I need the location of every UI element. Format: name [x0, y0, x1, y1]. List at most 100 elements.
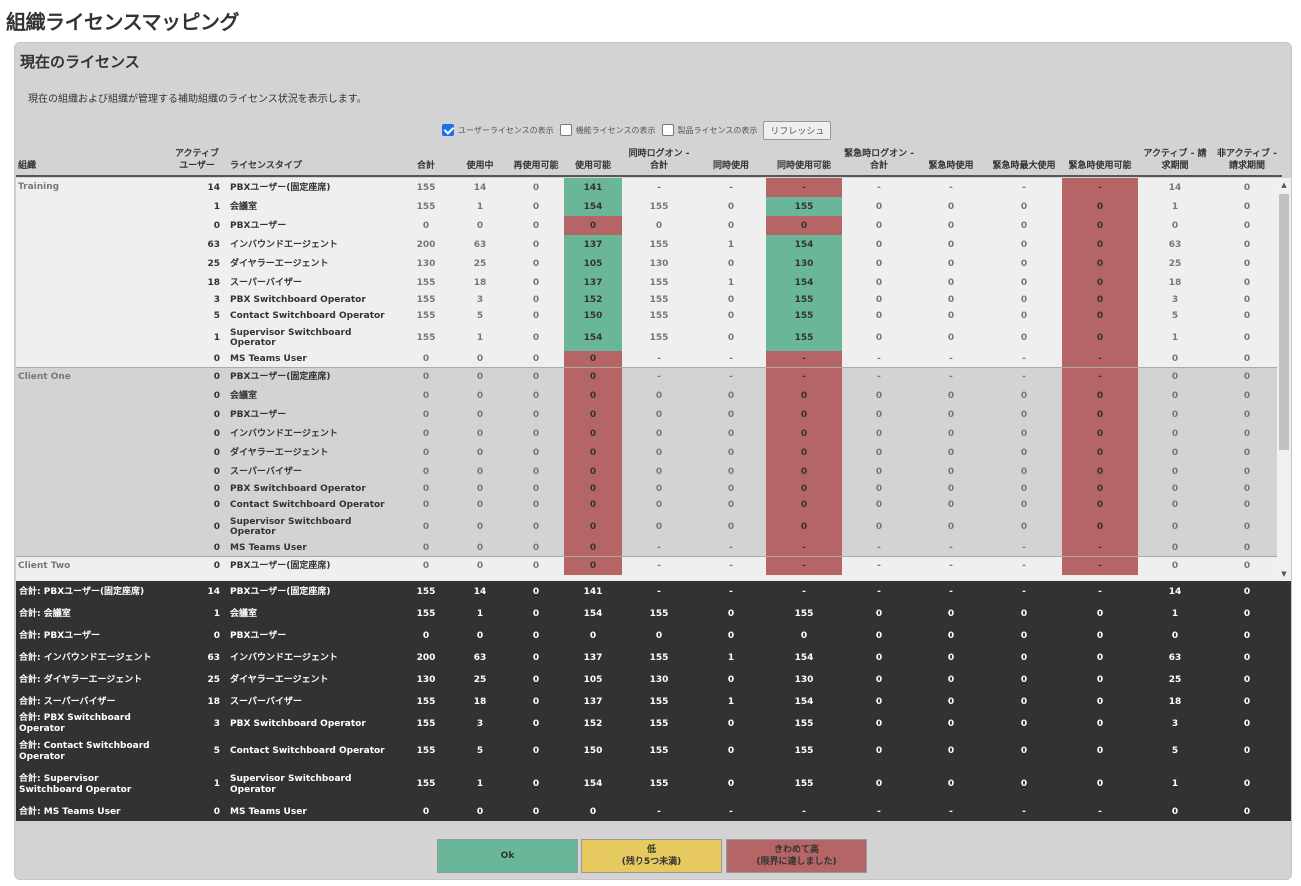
legend-critical-title: きわめて高 [773, 845, 819, 855]
table-row: 0 スーパーバイザー 0 0 0 0 0 0 0 0 0 0 0 0 0 [16, 462, 1278, 481]
em-avail-cell: - [1062, 555, 1138, 575]
org-cell [16, 292, 166, 308]
cl-avail-cell: 0 [766, 497, 842, 513]
cl-total-cell: - [622, 540, 696, 556]
refresh-button[interactable]: リフレッシュ [763, 120, 832, 140]
act-cell: 63 [1168, 652, 1182, 663]
cl-avail-cell: 0 [766, 513, 842, 540]
total-label: 合計: PBX Switchboard Operator [19, 713, 131, 734]
table-row: 18 スーパーバイザー 155 18 0 137 155 1 154 0 0 0 0 18 0 [16, 273, 1278, 292]
product-license-toggle[interactable]: 製品ライセンスの表示 [661, 124, 757, 136]
in-use-cell: 1 [476, 332, 484, 343]
em-max-cell: - [986, 555, 1062, 575]
org-name: Client Two [16, 555, 166, 575]
em-use-cell: - [949, 353, 953, 364]
active-users-cell: 3 [213, 718, 220, 729]
active-users-cell: 0 [166, 513, 228, 540]
in-use-cell: 0 [476, 220, 484, 231]
em-max-cell: 0 [1020, 220, 1028, 231]
cl-total-cell: 0 [655, 630, 663, 641]
scroll-down-arrow-icon[interactable]: ▼ [1281, 570, 1287, 578]
act-cell: 0 [1138, 555, 1212, 575]
active-users-cell: 63 [207, 652, 220, 663]
cl-total-cell: 155 [649, 608, 669, 619]
conc-cell: 0 [696, 405, 766, 424]
table-scrollbar[interactable]: ▲ ▼ [1277, 178, 1291, 581]
license-type-cell: Contact Switchboard Operator [230, 746, 385, 756]
available-cell: 152 [564, 292, 622, 308]
act-cell: 3 [1171, 295, 1179, 305]
org-cell [16, 235, 166, 254]
em-total-cell: - [842, 555, 916, 575]
total-cell: 155 [416, 311, 436, 321]
available-cell: 137 [583, 696, 603, 707]
scroll-up-arrow-icon[interactable]: ▲ [1281, 181, 1287, 189]
inact-cell: 0 [1212, 405, 1278, 424]
available-cell: 0 [564, 481, 622, 497]
em-max-cell: - [1022, 586, 1026, 597]
license-type-cell: 会議室 [230, 608, 258, 619]
em-max-cell: 0 [986, 462, 1062, 481]
total-cell: 0 [422, 353, 430, 364]
em-max-cell: - [1022, 182, 1026, 193]
em-avail-cell: 0 [1062, 497, 1138, 513]
act-cell: 1 [1171, 608, 1179, 619]
scroll-thumb[interactable] [1279, 194, 1289, 450]
total-row: 合計: スーパーバイザー 18 スーパーバイザー 155 18 0 137 155 1 154 0 0… [16, 691, 1282, 713]
feature-license-checkbox[interactable] [559, 124, 572, 136]
available-cell: 0 [564, 555, 622, 575]
user-license-toggle[interactable]: ユーザーライセンスの表示 [442, 124, 554, 136]
em-total-cell: 0 [875, 718, 883, 729]
table-row: 0 MS Teams User 0 0 0 0 - - - - - - - 0 0 [16, 351, 1278, 367]
column-header: 使用中 [452, 142, 508, 177]
inact-cell: 0 [1243, 311, 1251, 321]
em-use-cell: 0 [916, 513, 986, 540]
em-use-cell: 0 [916, 443, 986, 462]
license-type-cell: Supervisor Switchboard Operator [230, 773, 352, 795]
conc-cell: 0 [696, 424, 766, 443]
cl-avail-cell: 0 [766, 443, 842, 462]
em-total-cell: 0 [875, 696, 883, 707]
cl-total-cell: - [657, 586, 661, 597]
em-max-cell: 0 [1020, 311, 1028, 321]
feature-license-toggle[interactable]: 機能ライセンスの表示 [559, 124, 656, 136]
column-header: 同時ログオン - 合計 [622, 142, 696, 177]
total-cell: 155 [416, 608, 436, 619]
total-cell: 155 [416, 182, 436, 193]
em-avail-cell: 0 [1062, 424, 1138, 443]
column-header: 使用可能 [564, 142, 622, 177]
legend-low-title: 低 [646, 845, 656, 855]
cl-avail-cell: 154 [794, 696, 814, 707]
user-license-checkbox[interactable] [442, 124, 454, 136]
org-cell [16, 481, 166, 497]
active-users-cell: 14 [207, 182, 220, 193]
reusable-cell: 0 [532, 806, 540, 817]
reusable-cell: 0 [508, 443, 564, 462]
active-users-cell: 0 [166, 540, 228, 556]
in-use-cell: 0 [452, 481, 508, 497]
cl-avail-cell: 0 [766, 386, 842, 405]
table-row: 0 PBXユーザー 0 0 0 0 0 0 0 0 0 0 0 0 0 [16, 405, 1278, 424]
act-cell: 0 [1138, 424, 1212, 443]
reusable-cell: 0 [532, 674, 540, 685]
total-label: 合計: PBXユーザー(固定座席) [19, 586, 145, 597]
org-cell [16, 386, 166, 405]
cl-avail-cell: 0 [766, 462, 842, 481]
total-cell: 155 [416, 586, 436, 597]
conc-cell: - [696, 366, 766, 386]
product-license-checkbox[interactable] [661, 124, 674, 136]
em-use-cell: 0 [947, 696, 955, 707]
in-use-cell: 5 [476, 311, 484, 321]
act-cell: 0 [1171, 630, 1179, 641]
act-cell: 0 [1138, 481, 1212, 497]
license-type-cell: PBXユーザー [230, 630, 287, 641]
em-use-cell: 0 [947, 332, 955, 343]
inact-cell: 0 [1243, 258, 1251, 269]
em-total-cell: 0 [875, 652, 883, 663]
act-cell: 0 [1171, 806, 1179, 817]
reusable-cell: 0 [532, 258, 540, 269]
total-cell: 0 [400, 481, 452, 497]
active-users-cell: 0 [166, 481, 228, 497]
em-use-cell: 0 [947, 652, 955, 663]
act-cell: 18 [1168, 696, 1182, 707]
